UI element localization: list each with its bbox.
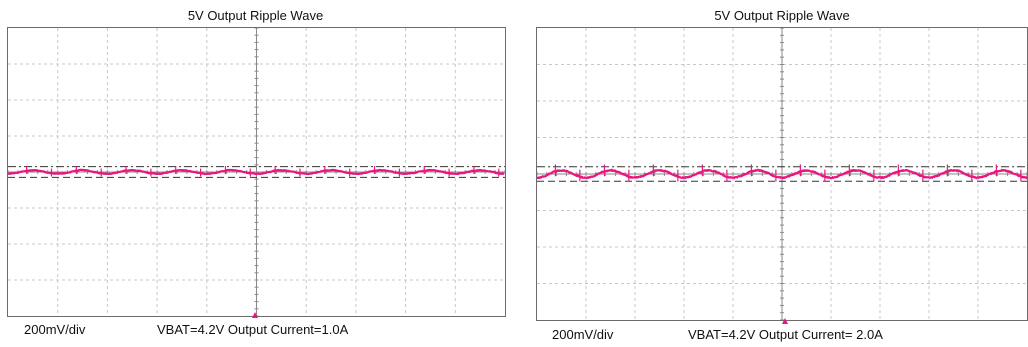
ripple-trace (8, 168, 505, 176)
chart-title: 5V Output Ripple Wave (714, 8, 850, 23)
scale-label: 200mV/div (552, 327, 614, 342)
condition-label: VBAT=4.2V Output Current=1.0A (157, 322, 349, 337)
chart-title: 5V Output Ripple Wave (187, 8, 324, 23)
graticule (8, 28, 505, 316)
ripple-trace (537, 168, 1027, 180)
trigger-marker (252, 312, 258, 318)
graticule (537, 28, 1027, 320)
condition-label: VBAT=4.2V Output Current= 2.0A (688, 327, 883, 342)
waveform-plot (537, 28, 1027, 320)
waveform-plot (8, 28, 505, 316)
scale-label: 200mV/div (24, 322, 86, 337)
trigger-marker (782, 318, 788, 324)
oscilloscope-screen (536, 27, 1028, 321)
oscilloscope-screen (7, 27, 506, 317)
